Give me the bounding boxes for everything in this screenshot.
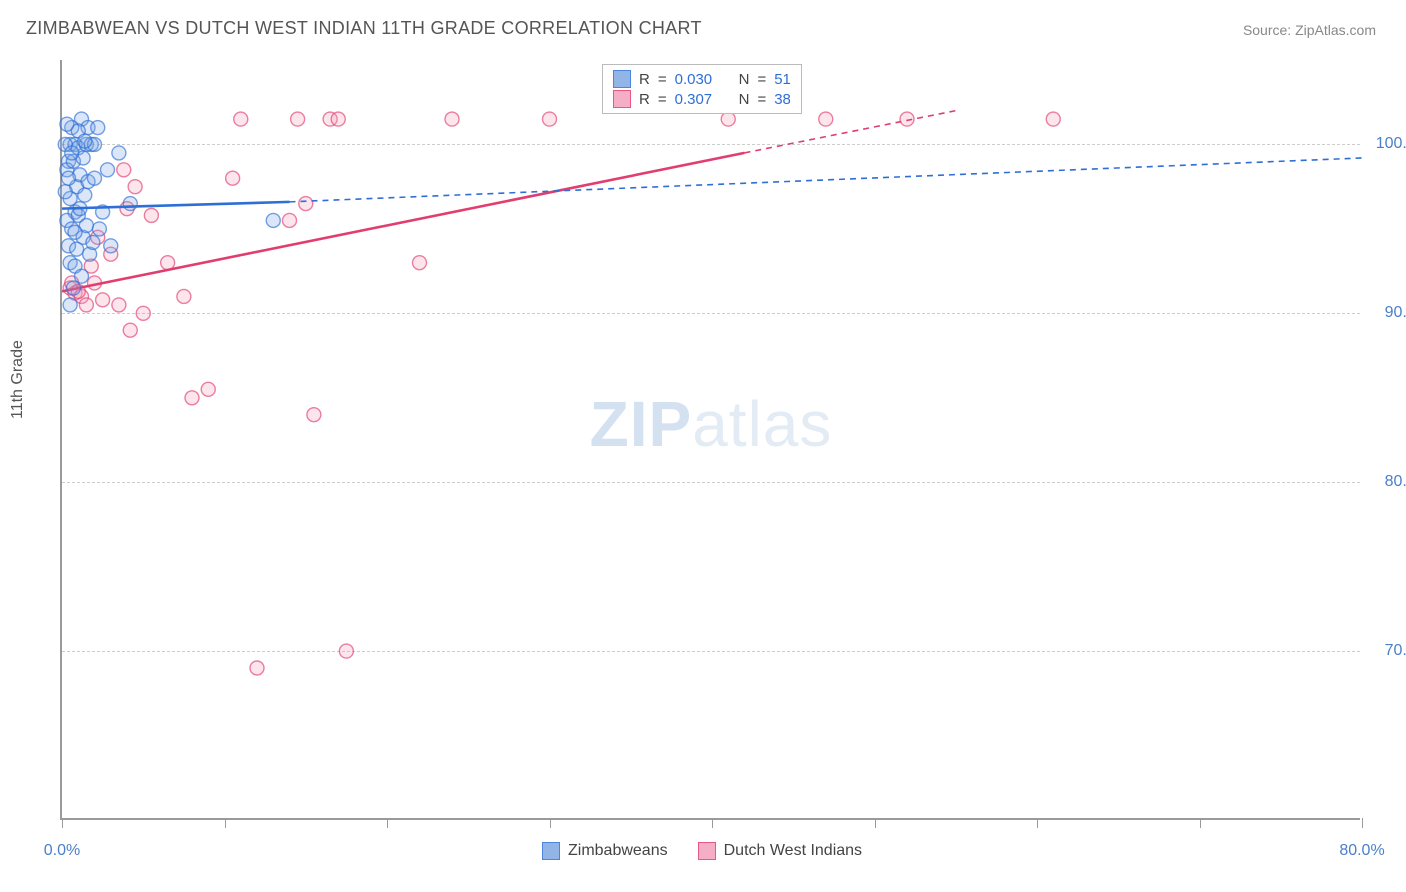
legend-correlation: R = 0.030 N = 51 R = 0.307 N = 38 [602, 64, 802, 114]
legend-item-blue: Zimbabweans [542, 842, 668, 860]
regression-line-dashed [290, 158, 1363, 202]
scatter-point [112, 298, 126, 312]
scatter-point [445, 112, 459, 126]
scatter-point [234, 112, 248, 126]
scatter-point [68, 225, 82, 239]
scatter-point [250, 661, 264, 675]
y-tick-label: 90.0% [1385, 304, 1406, 322]
equals: = [658, 71, 667, 88]
equals: = [757, 91, 766, 108]
swatch-pink-icon [698, 842, 716, 860]
regression-line-dashed [745, 111, 956, 153]
swatch-blue-icon [542, 842, 560, 860]
x-tick [225, 818, 226, 828]
n-label: N [739, 91, 750, 108]
plot-svg [62, 60, 1360, 818]
scatter-point [104, 239, 118, 253]
scatter-point [101, 163, 115, 177]
scatter-point [78, 134, 92, 148]
scatter-point [299, 197, 313, 211]
n-value-blue: 51 [774, 71, 791, 88]
x-tick [62, 818, 63, 828]
scatter-point [63, 298, 77, 312]
scatter-point [62, 171, 76, 185]
n-value-pink: 38 [774, 91, 791, 108]
x-tick [1362, 818, 1363, 828]
y-axis-label: 11th Grade [9, 340, 27, 419]
equals: = [757, 71, 766, 88]
scatter-point [721, 112, 735, 126]
scatter-point [339, 644, 353, 658]
r-label: R [639, 71, 650, 88]
r-label: R [639, 91, 650, 108]
n-label: N [739, 71, 750, 88]
legend-label-blue: Zimbabweans [568, 842, 668, 860]
x-tick [875, 818, 876, 828]
r-value-blue: 0.030 [675, 71, 723, 88]
scatter-point [96, 293, 110, 307]
scatter-point [65, 146, 79, 160]
source-attribution: Source: ZipAtlas.com [1243, 22, 1376, 38]
legend-row-blue: R = 0.030 N = 51 [613, 69, 791, 89]
scatter-point [88, 171, 102, 185]
y-tick-label: 80.0% [1385, 473, 1406, 491]
y-tick-label: 70.0% [1385, 642, 1406, 660]
scatter-point [185, 391, 199, 405]
equals: = [658, 91, 667, 108]
scatter-point [413, 256, 427, 270]
y-tick-label: 100.0% [1376, 135, 1406, 153]
scatter-point [92, 222, 106, 236]
legend-label-pink: Dutch West Indians [724, 842, 862, 860]
scatter-point [144, 208, 158, 222]
x-tick [550, 818, 551, 828]
scatter-point [177, 289, 191, 303]
swatch-blue-icon [613, 70, 631, 88]
scatter-point [543, 112, 557, 126]
scatter-point [136, 306, 150, 320]
scatter-point [123, 197, 137, 211]
x-tick-label: 80.0% [1339, 842, 1384, 860]
scatter-point [161, 256, 175, 270]
scatter-point [79, 298, 93, 312]
scatter-point [86, 235, 100, 249]
scatter-point [226, 171, 240, 185]
scatter-point [128, 180, 142, 194]
swatch-pink-icon [613, 90, 631, 108]
scatter-point [78, 188, 92, 202]
r-value-pink: 0.307 [675, 91, 723, 108]
chart-title: ZIMBABWEAN VS DUTCH WEST INDIAN 11TH GRA… [26, 18, 702, 39]
scatter-point [75, 269, 89, 283]
scatter-point [307, 408, 321, 422]
chart-container: ZIMBABWEAN VS DUTCH WEST INDIAN 11TH GRA… [10, 10, 1396, 882]
legend-series: Zimbabweans Dutch West Indians [542, 842, 862, 860]
scatter-point [91, 121, 105, 135]
x-tick [712, 818, 713, 828]
x-tick [387, 818, 388, 828]
scatter-point [112, 146, 126, 160]
regression-line [62, 202, 290, 209]
scatter-point [201, 382, 215, 396]
scatter-point [60, 117, 74, 131]
scatter-point [291, 112, 305, 126]
plot-area: ZIPatlas 70.0%80.0%90.0%100.0% 0.0%80.0%… [60, 60, 1360, 820]
regression-line [62, 153, 745, 291]
scatter-point [58, 185, 72, 199]
x-tick [1200, 818, 1201, 828]
scatter-point [266, 213, 280, 227]
scatter-point [819, 112, 833, 126]
x-tick-label: 0.0% [44, 842, 80, 860]
scatter-point [117, 163, 131, 177]
scatter-point [123, 323, 137, 337]
scatter-point [70, 242, 84, 256]
scatter-point [283, 213, 297, 227]
legend-row-pink: R = 0.307 N = 38 [613, 89, 791, 109]
scatter-point [331, 112, 345, 126]
x-tick [1037, 818, 1038, 828]
scatter-point [1046, 112, 1060, 126]
legend-item-pink: Dutch West Indians [698, 842, 862, 860]
